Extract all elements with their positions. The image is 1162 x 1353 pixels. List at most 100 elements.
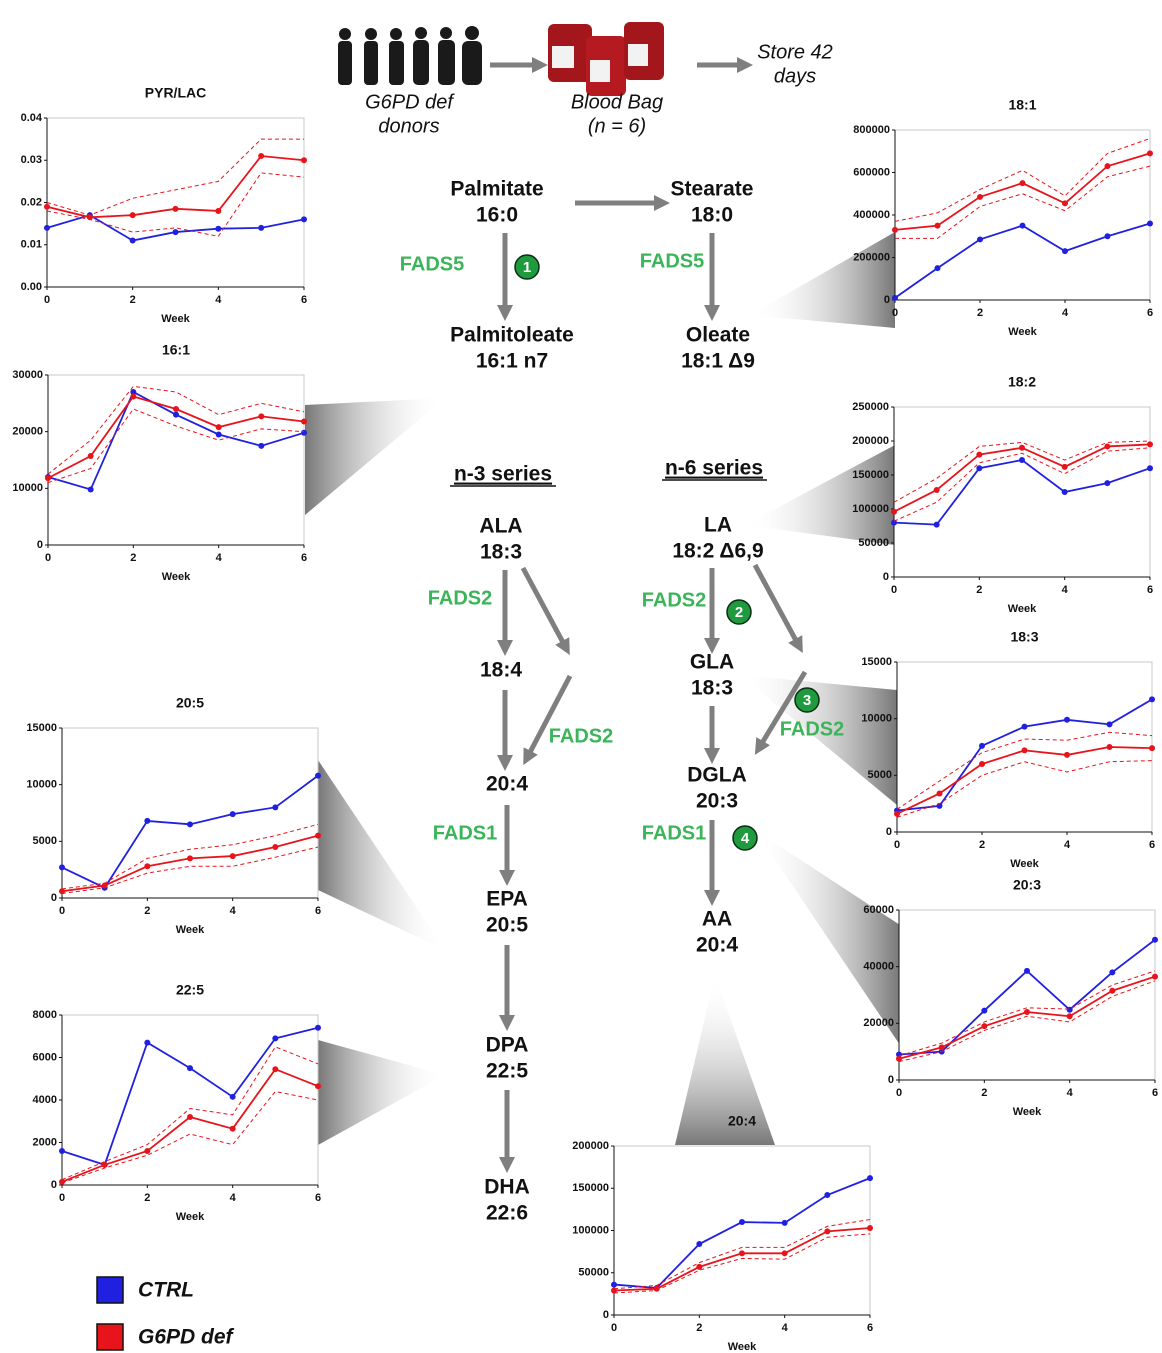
data-point: [937, 790, 943, 796]
data-point: [1022, 747, 1028, 753]
y-tick-label: 0: [603, 1309, 609, 1321]
x-tick-label: 0: [59, 905, 65, 917]
data-point: [1064, 752, 1070, 758]
header-text: Blood Bag: [571, 91, 663, 113]
data-point: [824, 1192, 830, 1198]
enzyme: FADS2: [428, 587, 492, 609]
header-text: days: [774, 65, 816, 87]
data-point: [1109, 969, 1115, 975]
pathway-node: Stearate: [671, 178, 754, 201]
pathway-node: 22:5: [486, 1060, 528, 1083]
data-point: [315, 833, 321, 839]
callout: [750, 232, 895, 328]
x-axis-label: Week: [728, 1341, 757, 1353]
enzyme: FADS2: [780, 718, 844, 740]
pathway-node: 16:0: [476, 204, 518, 227]
y-tick-label: 10000: [26, 779, 57, 791]
x-tick-label: 2: [144, 905, 150, 917]
step-number: 4: [741, 830, 750, 847]
y-tick-label: 100000: [852, 503, 889, 515]
data-point: [935, 223, 941, 229]
data-point: [1020, 180, 1026, 186]
data-point: [935, 265, 941, 271]
legend-swatch: [97, 1277, 123, 1303]
data-point: [301, 157, 307, 163]
pathway-node: Oleate: [686, 324, 750, 347]
x-tick-label: 6: [1152, 1087, 1158, 1099]
y-tick-label: 0: [51, 1179, 57, 1191]
y-tick-label: 200000: [572, 1140, 609, 1152]
data-point: [1147, 465, 1153, 471]
y-tick-label: 4000: [33, 1094, 57, 1106]
pathway-node: ALA: [479, 515, 522, 538]
y-tick-label: 0: [884, 294, 890, 306]
x-axis-label: Week: [161, 313, 190, 325]
enzyme: FADS1: [433, 822, 497, 844]
data-point: [782, 1250, 788, 1256]
chart-title: 18:2: [1008, 374, 1036, 390]
data-point: [1019, 457, 1025, 463]
callout: [318, 760, 445, 950]
data-point: [891, 509, 897, 515]
y-tick-label: 60000: [863, 904, 894, 916]
callout: [755, 830, 900, 1045]
y-tick-label: 0: [51, 892, 57, 904]
x-tick-label: 6: [315, 905, 321, 917]
x-tick-label: 6: [301, 294, 307, 306]
plot-area: [62, 1015, 318, 1185]
data-point: [782, 1220, 788, 1226]
x-tick-label: 0: [59, 1192, 65, 1204]
pathway-node: 18:0: [691, 204, 733, 227]
data-point: [258, 413, 264, 419]
y-tick-label: 0: [886, 826, 892, 838]
pathway-node: 20:4: [696, 934, 738, 957]
y-tick-label: 0: [37, 539, 43, 551]
pathway-node: 22:6: [486, 1202, 528, 1225]
data-point: [102, 1162, 108, 1168]
data-point: [977, 194, 983, 200]
pathway-node: 20:4: [486, 773, 528, 796]
x-tick-label: 0: [892, 307, 898, 319]
step-number: 2: [735, 604, 743, 621]
data-point: [1105, 233, 1111, 239]
step-number: 1: [523, 259, 531, 276]
x-tick-label: 2: [979, 839, 985, 851]
enzyme: FADS2: [642, 589, 706, 611]
data-point: [1064, 717, 1070, 723]
x-tick-label: 4: [215, 294, 222, 306]
data-point: [230, 1126, 236, 1132]
data-point: [258, 153, 264, 159]
data-point: [173, 206, 179, 212]
data-point: [1062, 200, 1068, 206]
x-tick-label: 2: [130, 552, 136, 564]
pathway-node: 20:5: [486, 914, 528, 937]
data-point: [1147, 150, 1153, 156]
pathway-node: DHA: [484, 1176, 530, 1199]
line-chart: PYR/LACWeek0.000.010.020.030.040246: [21, 85, 307, 325]
data-point: [1149, 745, 1155, 751]
x-tick-label: 4: [1062, 584, 1069, 596]
y-tick-label: 40000: [863, 961, 894, 973]
data-point: [187, 855, 193, 861]
data-point: [230, 853, 236, 859]
line-chart: 18:2Week05000010000015000020000025000002…: [852, 374, 1153, 615]
blood-bag-icons: [548, 22, 664, 96]
y-tick-label: 0: [883, 571, 889, 583]
x-tick-label: 4: [230, 905, 237, 917]
chart-title: 16:1: [162, 342, 190, 358]
header-text: donors: [378, 115, 439, 137]
chart-title: 22:5: [176, 982, 204, 998]
data-point: [59, 1148, 65, 1154]
data-point: [977, 236, 983, 242]
x-tick-label: 0: [894, 839, 900, 851]
x-tick-label: 6: [315, 1192, 321, 1204]
pathway-node: 18:4: [480, 659, 522, 682]
y-tick-label: 200000: [852, 435, 889, 447]
data-point: [1019, 445, 1025, 451]
y-tick-label: 10000: [861, 713, 892, 725]
pathway-node: 18:1 Δ9: [681, 350, 755, 373]
x-axis-label: Week: [1008, 603, 1037, 615]
data-point: [44, 204, 50, 210]
x-axis-label: Week: [1013, 1106, 1042, 1118]
